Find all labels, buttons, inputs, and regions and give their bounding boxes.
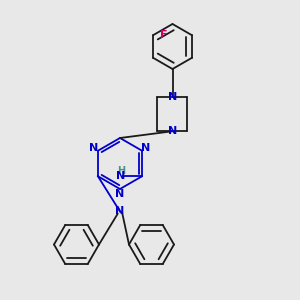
Text: N: N (168, 92, 177, 102)
Text: F: F (160, 30, 167, 40)
Text: N: N (116, 189, 124, 199)
Text: N: N (116, 171, 126, 181)
Text: N: N (168, 126, 177, 136)
Text: H: H (117, 166, 125, 176)
Text: N: N (116, 206, 124, 217)
Text: N: N (141, 143, 151, 154)
Text: N: N (89, 143, 99, 154)
